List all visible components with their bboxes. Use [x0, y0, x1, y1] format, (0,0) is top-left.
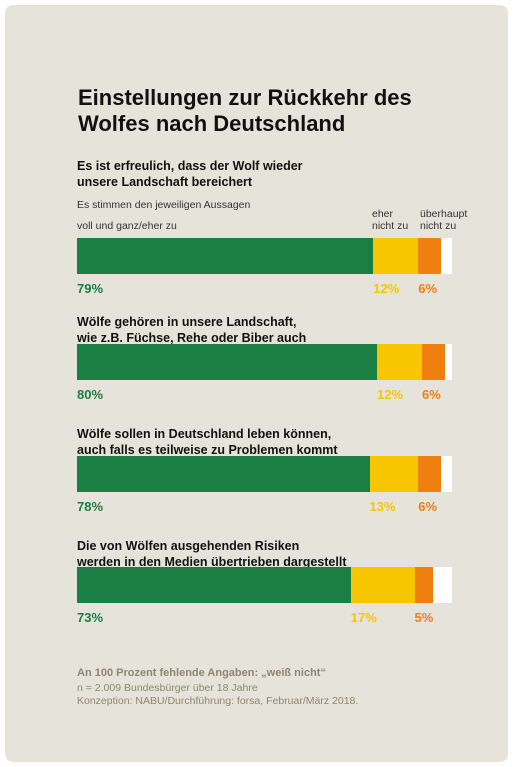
- value-label-voll-4: 73%: [77, 610, 104, 625]
- value-label-voll-2: 80%: [77, 387, 104, 402]
- question-2-line-2: wie z.B. Füchse, Rehe oder Biber auch: [77, 331, 307, 345]
- bar-segment-eher-nicht-4: [350, 567, 415, 603]
- bar-segment-voll-3: [77, 456, 370, 492]
- legend-ueberhaupt-line1: überhaupt: [420, 208, 468, 220]
- footer-credit: Konzeption: NABU/Durchführung: forsa, Fe…: [77, 695, 359, 707]
- value-label-eher-nicht-3: 13%: [369, 499, 396, 514]
- bar-track-2: [77, 344, 452, 380]
- question-3-line-2: auch falls es teilweise zu Problemen kom…: [77, 443, 338, 457]
- legend-eher-nicht-line1: eher: [372, 208, 394, 220]
- bar-segment-voll-2: [77, 344, 377, 380]
- legend-eher-nicht: eher nicht zu: [372, 208, 408, 232]
- bar-track-4: [77, 567, 452, 603]
- value-label-eher-nicht-4: 17%: [350, 610, 377, 625]
- bar-segment-voll-4: [77, 567, 351, 603]
- bar-segment-voll-1: [77, 238, 374, 274]
- bar-segment-eher-nicht-3: [369, 456, 419, 492]
- bar-segment-eher-nicht-2: [377, 344, 422, 380]
- question-2: Wölfe gehören in unsere Landschaft, wie z…: [77, 314, 457, 346]
- value-label-eher-nicht-1: 12%: [373, 281, 400, 296]
- chart-subtitle: Es stimmen den jeweiligen Aussagen: [77, 199, 251, 211]
- value-label-ueberhaupt-4: 5%: [414, 610, 434, 625]
- bar-track-1: [77, 238, 452, 274]
- question-2-line-1: Wölfe gehören in unsere Landschaft,: [77, 315, 297, 329]
- footer-sample: n = 2.009 Bundesbürger über 18 Jahre: [77, 682, 258, 694]
- chart-title: Einstellungen zur Rückkehr des Wolfes na…: [78, 85, 412, 136]
- bar-segment-eher-nicht-1: [373, 238, 419, 274]
- question-4-line-1: Die von Wölfen ausgehenden Risiken: [77, 539, 300, 553]
- chart-card: Einstellungen zur Rückkehr des Wolfes na…: [5, 5, 508, 762]
- question-1: Es ist erfreulich, dass der Wolf wieder u…: [77, 158, 457, 190]
- value-label-ueberhaupt-2: 6%: [422, 387, 441, 402]
- value-label-ueberhaupt-3: 6%: [418, 499, 438, 514]
- legend-ueberhaupt-line2: nicht zu: [420, 220, 457, 232]
- value-label-voll-3: 78%: [77, 499, 104, 514]
- question-4-line-2: werden in den Medien übertrieben dargest…: [77, 555, 347, 569]
- legend-voll: voll und ganz/eher zu: [77, 220, 177, 232]
- question-3: Wölfe sollen in Deutschland leben können…: [77, 426, 457, 458]
- bar-segment-ueberhaupt-3: [418, 456, 441, 492]
- question-4: Die von Wölfen ausgehenden Risiken werden…: [77, 538, 457, 570]
- value-label-voll-1: 79%: [77, 281, 104, 296]
- legend-eher-nicht-line2: nicht zu: [372, 220, 409, 232]
- footer-note: An 100 Prozent fehlende Angaben: „weiß n…: [77, 667, 326, 679]
- value-label-eher-nicht-2: 12%: [377, 387, 404, 402]
- bar-segment-ueberhaupt-4: [414, 567, 434, 603]
- question-3-line-1: Wölfe sollen in Deutschland leben können…: [77, 427, 332, 441]
- bar-track-3: [77, 456, 452, 492]
- question-1-line-1: Es ist erfreulich, dass der Wolf wieder: [77, 159, 303, 173]
- legend-ueberhaupt: überhaupt nicht zu: [420, 208, 467, 232]
- question-1-line-2: unsere Landschaft bereichert: [77, 175, 253, 189]
- bar-segment-ueberhaupt-2: [422, 344, 445, 380]
- value-label-ueberhaupt-1: 6%: [418, 281, 438, 296]
- bar-segment-ueberhaupt-1: [418, 238, 441, 274]
